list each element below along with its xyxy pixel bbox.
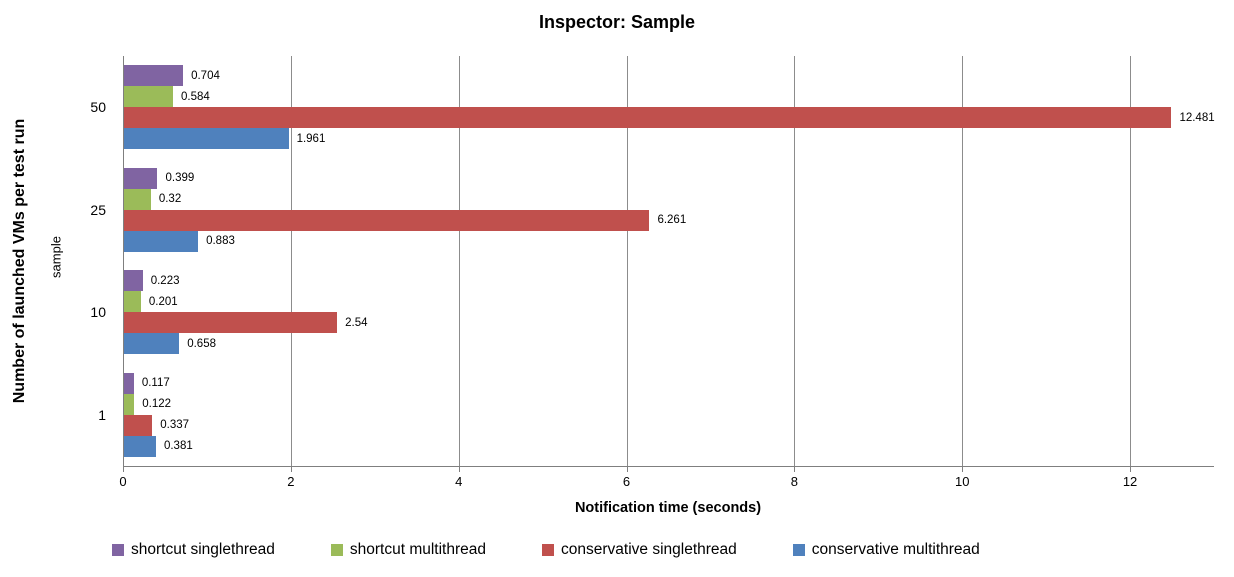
gridline-x-10	[962, 56, 964, 466]
category-label-10: 10	[90, 304, 106, 321]
chart-title: Inspector: Sample	[538, 12, 696, 32]
x-tick-label-6: 6	[622, 474, 631, 489]
bar-shortcut-singlethread-25	[124, 167, 158, 189]
x-tick-8	[794, 467, 796, 472]
bar-shortcut-multithread-10	[124, 291, 141, 313]
y-axis-line	[123, 56, 124, 466]
bar-conservative-multithread-50	[124, 128, 289, 150]
bar-conservative-singlethread-50	[124, 107, 1172, 129]
x-tick-label-8: 8	[790, 474, 798, 489]
bar-conservative-multithread-10	[124, 333, 180, 355]
legend-label-shortcut-singlethread: shortcut singlethread	[131, 541, 275, 558]
gridline-x-12	[1130, 56, 1132, 466]
x-tick-10	[962, 467, 964, 472]
bar-shortcut-multithread-1	[124, 393, 135, 415]
value-label-conservative-multithread-10: 0.658	[187, 337, 216, 350]
x-tick-label-10: 10	[954, 474, 970, 489]
category-label-25: 25	[90, 201, 106, 218]
x-tick-2	[290, 467, 292, 472]
legend-swatch-shortcut-singlethread	[112, 544, 124, 556]
legend-swatch-conservative-multithread	[792, 544, 805, 556]
x-tick-label-0: 0	[119, 474, 127, 489]
bar-shortcut-singlethread-10	[124, 270, 143, 292]
legend-swatch-conservative-singlethread	[542, 544, 555, 556]
legend-label-conservative-singlethread: conservative singlethread	[561, 541, 737, 558]
bar-conservative-multithread-25	[124, 230, 199, 252]
value-label-conservative-singlethread-25: 6.261	[657, 214, 687, 227]
bar-shortcut-singlethread-50	[124, 65, 184, 87]
y-axis-title: Number of launched VMs per test run	[11, 118, 28, 404]
value-label-shortcut-multithread-1: 0.122	[142, 398, 172, 411]
legend-item-shortcut-multithread: shortcut multithread	[330, 541, 487, 559]
value-label-shortcut-multithread-50: 0.584	[181, 90, 210, 103]
value-label-shortcut-multithread-25: 0.32	[158, 193, 182, 206]
legend-label-conservative-multithread: conservative multithread	[811, 541, 980, 558]
category-label-50: 50	[90, 99, 106, 116]
value-label-shortcut-singlethread-10: 0.223	[150, 274, 180, 287]
legend: shortcut singlethread shortcut multithrea…	[112, 541, 980, 559]
category-label-1: 1	[98, 406, 106, 423]
value-label-conservative-singlethread-50: 12.481	[1179, 111, 1215, 124]
bar-shortcut-multithread-50	[124, 86, 173, 108]
bar-conservative-multithread-1	[124, 435, 156, 457]
y-axis-subtitle: sample	[48, 236, 64, 278]
x-tick-label-12: 12	[1122, 474, 1138, 489]
plot-area: 0.704 0.584 12.481 1.961 0.399 0.32 6.261 0.883…	[123, 56, 1215, 472]
x-tick-4	[458, 467, 460, 472]
value-label-shortcut-singlethread-1: 0.117	[141, 377, 170, 390]
value-label-conservative-multithread-25: 0.883	[206, 235, 235, 248]
value-label-conservative-singlethread-10: 2.54	[345, 316, 368, 329]
x-tick-0	[123, 467, 124, 472]
legend-item-conservative-singlethread: conservative singlethread	[542, 541, 737, 559]
legend-item-shortcut-singlethread: shortcut singlethread	[112, 541, 275, 559]
legend-item-conservative-multithread: conservative multithread	[792, 541, 980, 559]
bar-conservative-singlethread-25	[124, 209, 650, 231]
value-label-conservative-multithread-50: 1.961	[296, 132, 326, 145]
x-tick-6	[626, 467, 628, 472]
x-axis-title: Notification time (seconds)	[574, 500, 762, 516]
gridline-x-8	[794, 56, 796, 466]
value-label-conservative-multithread-1: 0.381	[163, 440, 193, 453]
gridline-x-4	[458, 56, 460, 466]
x-axis-line	[123, 466, 1214, 467]
value-label-shortcut-singlethread-50: 0.704	[191, 69, 220, 82]
bar-shortcut-multithread-25	[124, 188, 151, 210]
value-label-conservative-singlethread-1: 0.337	[160, 419, 190, 432]
x-tick-label-4: 4	[455, 474, 463, 489]
x-tick-12	[1130, 467, 1132, 472]
value-label-shortcut-singlethread-25: 0.399	[165, 172, 195, 185]
bar-conservative-singlethread-1	[124, 414, 153, 436]
bar-conservative-singlethread-10	[124, 312, 338, 334]
legend-swatch-shortcut-multithread	[330, 544, 343, 556]
legend-label-shortcut-multithread: shortcut multithread	[349, 541, 487, 558]
x-tick-label-2: 2	[287, 474, 295, 489]
value-label-shortcut-multithread-10: 0.201	[148, 295, 178, 308]
bar-shortcut-singlethread-1	[124, 372, 134, 394]
gridline-x-2	[290, 56, 292, 466]
gridline-x-6	[626, 56, 628, 466]
